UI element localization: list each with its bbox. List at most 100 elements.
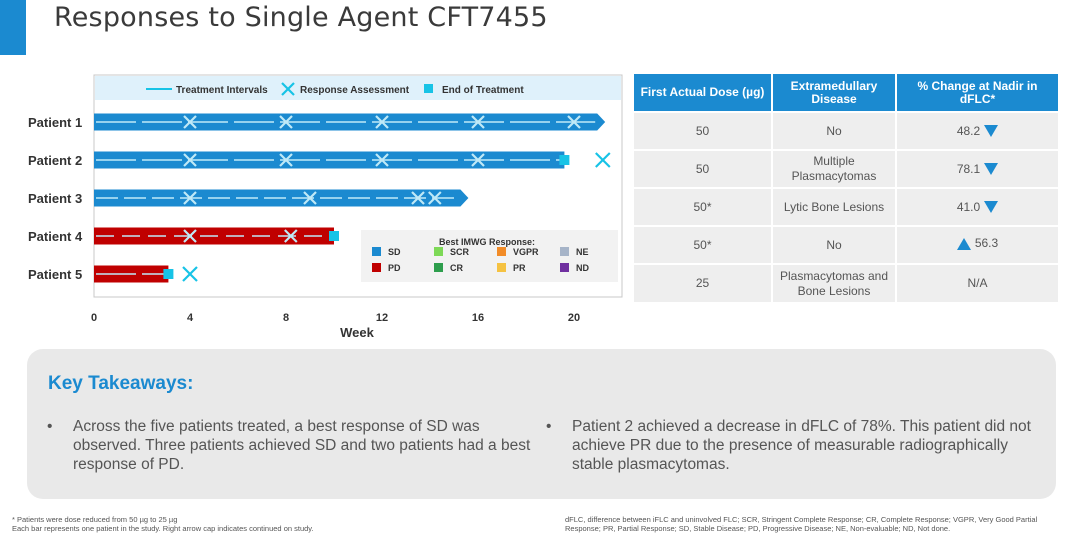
response-legend-label: NE <box>576 247 589 257</box>
x-tick-label: 20 <box>568 312 580 324</box>
response-assessment-x-icon <box>595 152 611 168</box>
legend-end-treatment-label: End of Treatment <box>442 85 524 96</box>
swimmer-chart-svg: Treatment Intervals Response Assessment En… <box>28 74 623 340</box>
patient-label: Patient 5 <box>28 267 82 282</box>
x-tick-label: 0 <box>91 312 97 324</box>
key-takeaways-heading: Key Takeaways: <box>48 373 194 394</box>
change-value: 56.3 <box>956 236 999 251</box>
cross-stroke <box>183 191 197 205</box>
cross-stroke <box>471 153 485 167</box>
key-takeaways-panel: Key Takeaways: • Across the five patient… <box>27 349 1056 499</box>
response-legend-label: PD <box>388 263 401 273</box>
decrease-arrow-icon <box>984 201 999 213</box>
footnote-abbreviations: dFLC, difference between iFLC and uninvo… <box>565 515 1038 533</box>
change-number: 56.3 <box>974 236 999 251</box>
cross-stroke <box>471 115 485 129</box>
footnote-left: * Patients were dose reduced from 50 µg … <box>12 515 432 533</box>
response-assessment-x-icon <box>183 191 197 205</box>
table-row: 25 Plasmacytomas and Bone Lesions N/A <box>634 263 1058 302</box>
legend-assessment-x-icon <box>281 82 295 96</box>
top-legend-band <box>95 76 621 100</box>
table-row: 50 No 48.2 <box>634 111 1058 150</box>
response-legend-title: Best IMWG Response: <box>439 237 535 247</box>
x-tick-label: 8 <box>283 312 289 324</box>
response-assessment-x-icon <box>471 115 485 129</box>
cross-stroke <box>279 115 293 129</box>
swimmer-chart: Treatment Intervals Response Assessment En… <box>0 70 630 345</box>
cross-stroke <box>375 115 389 129</box>
change-number: 48.2 <box>956 123 981 138</box>
response-legend-swatch <box>497 263 506 272</box>
response-legend-swatch <box>497 247 506 256</box>
takeaway-text: Across the five patients treated, a best… <box>73 418 531 473</box>
takeaway-item: • Across the five patients treated, a be… <box>47 417 551 474</box>
x-axis-label: Week <box>340 325 374 340</box>
cross-stroke <box>183 115 197 129</box>
disease-cell: Lytic Bone Lesions <box>772 187 897 226</box>
change-cell: 41.0 <box>896 187 1058 226</box>
cross-stroke <box>567 115 581 129</box>
patient-label: Patient 4 <box>28 229 83 244</box>
response-legend-swatch <box>560 263 569 272</box>
title-accent-bar <box>0 0 26 55</box>
response-assessment-x-icon <box>284 229 298 243</box>
response-legend-swatch <box>434 247 443 256</box>
change-value: 48.2 <box>956 123 999 139</box>
bullet: • <box>47 418 53 435</box>
response-legend-label: CR <box>450 263 463 273</box>
dose-cell: 50 <box>634 111 773 150</box>
patient-label: Patient 1 <box>28 115 82 130</box>
footnote-bars: Each bar represents one patient in the s… <box>12 524 314 533</box>
decrease-arrow-icon <box>984 163 999 175</box>
header-dose: First Actual Dose (µg) <box>634 74 773 112</box>
end-of-treatment-square <box>559 155 570 165</box>
x-tick-label: 4 <box>187 312 194 324</box>
response-assessment-x-icon <box>183 229 197 243</box>
header-disease: Extramedullary Disease <box>772 74 897 112</box>
response-legend-swatch <box>372 263 381 272</box>
change-value: N/A <box>967 276 987 291</box>
takeaway-item: • Patient 2 achieved a decrease in dFLC … <box>546 417 1046 474</box>
legend-end-treatment-square <box>424 84 433 93</box>
response-assessment-x-icon <box>279 153 293 167</box>
response-legend-swatch <box>560 247 569 256</box>
takeaway-text: Patient 2 achieved a decrease in dFLC of… <box>572 418 1031 473</box>
response-legend-label: VGPR <box>513 247 539 257</box>
dose-cell: 25 <box>634 263 773 302</box>
legend-interval-label: Treatment Intervals <box>176 85 268 96</box>
response-assessment-x-icon <box>411 191 425 205</box>
change-number: N/A <box>967 276 988 290</box>
response-table: First Actual Dose (µg) Extramedullary Di… <box>634 74 1058 302</box>
change-cell: 78.1 <box>896 149 1058 188</box>
cross-stroke <box>428 191 442 205</box>
response-legend-box <box>361 230 618 282</box>
cross-stroke <box>183 229 197 243</box>
response-assessment-x-icon <box>183 115 197 129</box>
patient-label: Patient 3 <box>28 191 82 206</box>
cross-stroke <box>303 191 317 205</box>
response-assessment-x-icon <box>182 266 198 282</box>
response-assessment-x-icon <box>303 191 317 205</box>
response-assessment-x-icon <box>279 115 293 129</box>
change-value: 78.1 <box>956 161 999 177</box>
response-assessment-x-icon <box>183 153 197 167</box>
change-number: 78.1 <box>956 161 981 176</box>
table-header-row: First Actual Dose (µg) Extramedullary Di… <box>634 74 1058 112</box>
response-legend-label: ND <box>576 263 589 273</box>
page-title: Responses to Single Agent CFT7455 <box>54 2 548 33</box>
response-assessment-x-icon <box>567 115 581 129</box>
change-cell: 48.2 <box>896 111 1058 150</box>
response-assessment-x-icon <box>375 115 389 129</box>
x-tick-label: 12 <box>376 312 388 324</box>
change-cell: 56.3 <box>896 225 1058 264</box>
cross-stroke <box>281 82 295 96</box>
cross-stroke <box>279 153 293 167</box>
disease-cell: Plasmacytomas and Bone Lesions <box>772 263 897 302</box>
table-row: 50* No 56.3 <box>634 225 1058 264</box>
response-legend-swatch <box>434 263 443 272</box>
response-assessment-x-icon <box>471 153 485 167</box>
cross-stroke <box>183 153 197 167</box>
cross-stroke <box>595 152 611 168</box>
bullet: • <box>546 418 552 435</box>
dose-cell: 50* <box>634 225 773 264</box>
